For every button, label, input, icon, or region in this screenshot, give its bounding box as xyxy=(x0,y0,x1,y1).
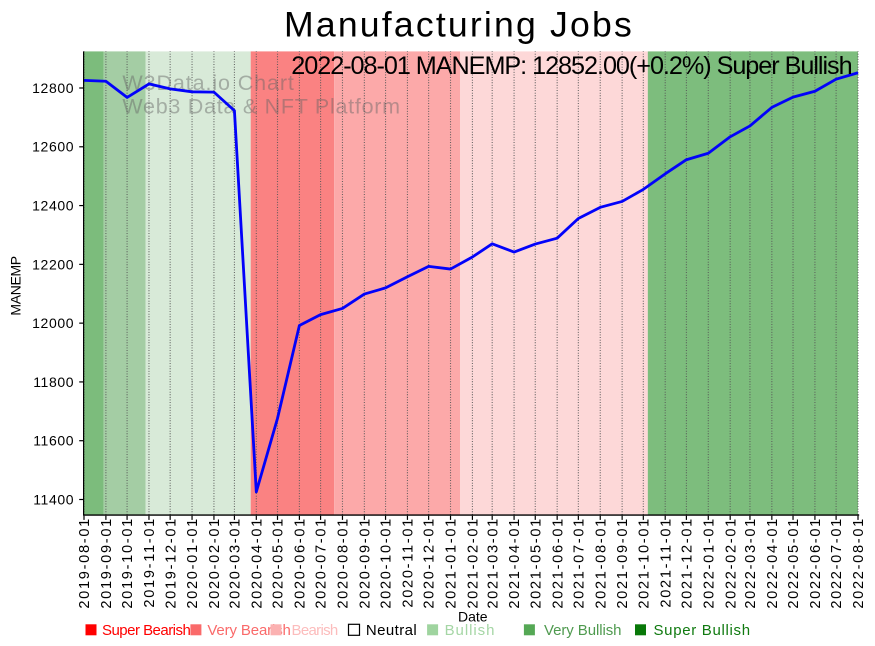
svg-text:Bullish: Bullish xyxy=(445,622,496,639)
svg-text:11800: 11800 xyxy=(33,374,74,390)
svg-text:2022-08-01: 2022-08-01 xyxy=(851,517,867,609)
svg-text:2020-05-01: 2020-05-01 xyxy=(271,517,287,609)
svg-text:2021-04-01: 2021-04-01 xyxy=(507,517,523,609)
svg-text:2020-07-01: 2020-07-01 xyxy=(314,517,330,609)
svg-text:2022-03-01: 2022-03-01 xyxy=(743,517,759,609)
svg-text:2019-09-01: 2019-09-01 xyxy=(99,517,115,609)
svg-text:2020-09-01: 2020-09-01 xyxy=(357,517,373,609)
svg-text:2021-12-01: 2021-12-01 xyxy=(679,517,695,609)
svg-text:Bearish: Bearish xyxy=(292,622,338,639)
svg-text:2020-08-01: 2020-08-01 xyxy=(336,517,352,609)
svg-text:2022-04-01: 2022-04-01 xyxy=(765,517,781,609)
svg-text:2020-01-01: 2020-01-01 xyxy=(185,517,201,609)
svg-text:2022-02-01: 2022-02-01 xyxy=(723,517,739,609)
svg-text:2021-11-01: 2021-11-01 xyxy=(658,517,674,608)
svg-text:2021-07-01: 2021-07-01 xyxy=(571,517,587,609)
svg-text:12600: 12600 xyxy=(32,139,74,155)
svg-text:2022-06-01: 2022-06-01 xyxy=(808,517,824,609)
svg-text:2020-12-01: 2020-12-01 xyxy=(422,517,438,609)
svg-text:12400: 12400 xyxy=(32,197,74,213)
svg-text:Very Bullish: Very Bullish xyxy=(544,622,621,639)
svg-text:2021-08-01: 2021-08-01 xyxy=(593,517,609,609)
svg-text:2020-10-01: 2020-10-01 xyxy=(379,517,395,609)
svg-text:2020-04-01: 2020-04-01 xyxy=(249,517,265,609)
svg-text:Web3 Data & NFT Platform: Web3 Data & NFT Platform xyxy=(122,95,400,119)
svg-text:2020-02-01: 2020-02-01 xyxy=(207,517,223,609)
svg-text:2020-11-01: 2020-11-01 xyxy=(401,517,417,608)
svg-text:2021-02-01: 2021-02-01 xyxy=(466,517,482,609)
svg-text:2022-01-01: 2022-01-01 xyxy=(701,517,717,609)
svg-text:Neutral: Neutral xyxy=(366,622,417,639)
svg-text:2020-03-01: 2020-03-01 xyxy=(228,517,244,609)
svg-text:2021-05-01: 2021-05-01 xyxy=(528,517,544,609)
svg-text:Super Bullish: Super Bullish xyxy=(654,622,751,639)
svg-text:2019-08-01: 2019-08-01 xyxy=(77,517,93,609)
svg-text:2021-10-01: 2021-10-01 xyxy=(636,517,652,609)
svg-text:Very Bearish: Very Bearish xyxy=(207,622,290,639)
svg-text:12200: 12200 xyxy=(32,256,74,272)
svg-text:Super Bearish: Super Bearish xyxy=(102,622,190,639)
svg-text:2022-08-01 MANEMP: 12852.00(+0: 2022-08-01 MANEMP: 12852.00(+0.2%) Super… xyxy=(291,52,851,80)
svg-text:2021-09-01: 2021-09-01 xyxy=(615,517,631,609)
svg-text:2022-05-01: 2022-05-01 xyxy=(786,517,802,609)
svg-text:Manufacturing Jobs: Manufacturing Jobs xyxy=(284,4,634,44)
svg-text:Date: Date xyxy=(458,609,488,625)
svg-text:11400: 11400 xyxy=(33,491,74,507)
svg-text:2022-07-01: 2022-07-01 xyxy=(829,517,845,609)
svg-text:2021-06-01: 2021-06-01 xyxy=(550,517,566,609)
svg-text:2021-03-01: 2021-03-01 xyxy=(485,517,501,609)
svg-text:11600: 11600 xyxy=(33,433,74,449)
svg-text:2020-06-01: 2020-06-01 xyxy=(292,517,308,609)
svg-text:MANEMP: MANEMP xyxy=(7,256,23,315)
svg-text:2021-01-01: 2021-01-01 xyxy=(444,517,460,609)
svg-text:12000: 12000 xyxy=(32,315,74,331)
svg-text:12800: 12800 xyxy=(32,80,74,96)
svg-text:2019-10-01: 2019-10-01 xyxy=(120,517,136,609)
svg-text:2019-12-01: 2019-12-01 xyxy=(163,517,179,609)
svg-text:2019-11-01: 2019-11-01 xyxy=(142,517,158,608)
